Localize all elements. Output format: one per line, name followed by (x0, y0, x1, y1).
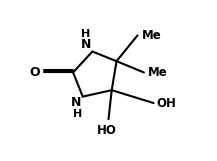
Text: H: H (81, 29, 90, 39)
Text: N: N (81, 38, 91, 51)
Text: Me: Me (141, 29, 161, 42)
Text: OH: OH (157, 97, 177, 109)
Text: HO: HO (97, 124, 117, 137)
Text: H: H (73, 109, 82, 119)
Text: Me: Me (148, 66, 168, 79)
Text: N: N (71, 96, 81, 109)
Text: O: O (30, 66, 40, 79)
